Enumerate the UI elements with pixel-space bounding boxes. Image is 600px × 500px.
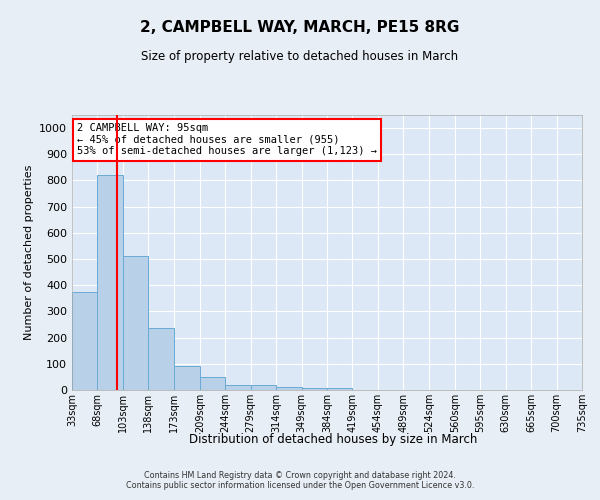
Bar (200, 377, 225, 390)
Bar (97, 175, 123, 390)
Bar (123, 256, 148, 390)
Bar (302, 388, 327, 390)
Text: 2, CAMPBELL WAY, MARCH, PE15 8RG: 2, CAMPBELL WAY, MARCH, PE15 8RG (140, 20, 460, 35)
Bar (225, 385, 251, 390)
Text: Distribution of detached houses by size in March: Distribution of detached houses by size … (189, 432, 477, 446)
Bar (276, 387, 302, 390)
Bar (174, 366, 200, 390)
Text: Size of property relative to detached houses in March: Size of property relative to detached ho… (142, 50, 458, 63)
Y-axis label: Number of detached properties: Number of detached properties (23, 165, 34, 340)
Bar (327, 388, 352, 390)
Text: Contains HM Land Registry data © Crown copyright and database right 2024.
Contai: Contains HM Land Registry data © Crown c… (126, 470, 474, 490)
Bar (251, 386, 276, 390)
Text: 2 CAMPBELL WAY: 95sqm
← 45% of detached houses are smaller (955)
53% of semi-det: 2 CAMPBELL WAY: 95sqm ← 45% of detached … (77, 123, 377, 156)
Bar (148, 328, 174, 390)
Bar (72, 292, 97, 390)
